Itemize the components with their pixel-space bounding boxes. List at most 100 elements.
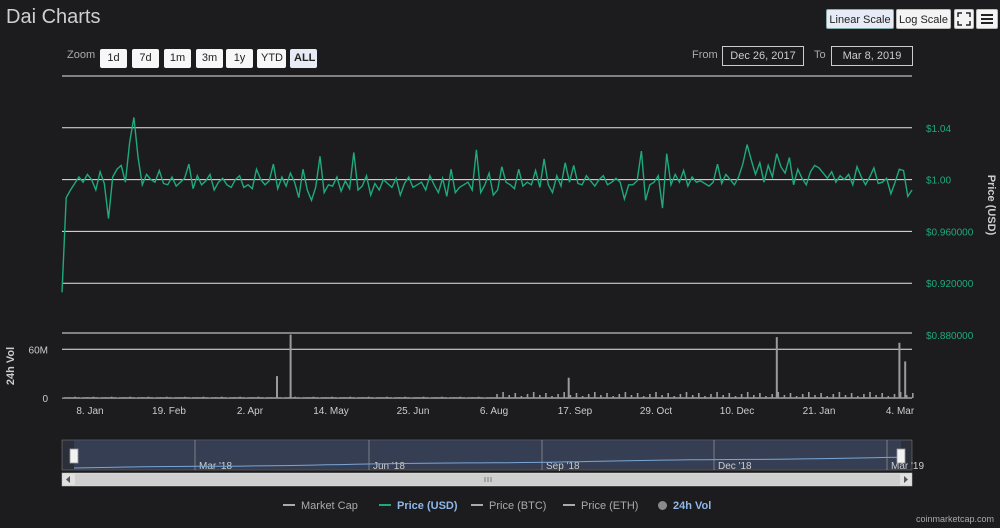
scrollbar-grip-icon	[484, 477, 492, 482]
volume-bar	[716, 392, 718, 398]
volume-bar	[202, 396, 205, 398]
volume-bar	[398, 397, 400, 398]
y-tick-label: $0.960000	[926, 227, 974, 238]
zoom-button-1d[interactable]: 1d	[100, 49, 127, 68]
volume-bar	[722, 395, 724, 398]
volume-bar	[373, 397, 376, 398]
volume-bar	[386, 396, 388, 398]
volume-bar	[575, 393, 578, 398]
volume-bar	[600, 395, 602, 398]
log-scale-button[interactable]: Log Scale	[896, 9, 951, 29]
page-title: Dai Charts	[6, 6, 101, 28]
volume-bar	[881, 393, 883, 398]
volume-bar	[257, 396, 260, 398]
volume-bar	[857, 396, 859, 398]
navigator-label: Dec '18	[718, 461, 752, 472]
volume-bar	[820, 393, 822, 398]
volume-bar	[233, 397, 235, 398]
volume-bar	[563, 392, 565, 398]
volume-bar	[245, 397, 248, 398]
legend-item-price-eth[interactable]: Price (ETH)	[563, 500, 638, 512]
x-tick-label: 25. Jun	[397, 406, 430, 417]
zoom-button-3m[interactable]: 3m	[196, 49, 223, 68]
volume-bar	[618, 394, 621, 398]
zoom-label: Zoom	[67, 49, 96, 61]
volume-bar	[80, 397, 82, 398]
volume-bar	[691, 395, 694, 398]
volume-bar	[826, 396, 828, 398]
legend-dot-icon	[658, 501, 667, 510]
volume-bar	[324, 397, 327, 398]
volume-bar	[251, 397, 254, 398]
volume-bar	[502, 392, 504, 398]
volume-spike-bar	[289, 334, 292, 398]
scrollbar-thumb[interactable]	[75, 474, 900, 485]
zoom-button-1y[interactable]: 1y	[226, 49, 253, 68]
volume-bar	[771, 394, 773, 398]
volume-bar	[899, 392, 902, 398]
navigator-handle-left[interactable]	[69, 448, 79, 464]
volume-bar	[337, 397, 339, 398]
volume-bar	[893, 394, 896, 398]
zoom-button-7d[interactable]: 7d	[132, 49, 159, 68]
menu-icon[interactable]	[976, 9, 998, 29]
volume-bar	[698, 393, 700, 398]
volume-bar	[355, 397, 358, 398]
volume-bar	[765, 396, 767, 398]
legend-item-price-btc[interactable]: Price (BTC)	[471, 500, 546, 512]
volume-bar	[642, 396, 645, 398]
volume-bar	[453, 397, 455, 398]
x-tick-label: 10. Dec	[720, 406, 754, 417]
volume-bar	[783, 395, 786, 398]
linear-scale-button[interactable]: Linear Scale	[826, 9, 894, 29]
volume-bar	[166, 396, 168, 398]
volume-bar	[526, 394, 529, 398]
volume-bar	[221, 396, 223, 398]
volume-bar	[587, 394, 590, 398]
zoom-button-1m[interactable]: 1m	[164, 49, 191, 68]
navigator-handle-right[interactable]	[896, 448, 906, 464]
volume-bar	[147, 396, 150, 398]
volume-bar	[441, 396, 443, 398]
from-date-input[interactable]: Dec 26, 2017	[722, 46, 804, 66]
volume-bar	[551, 396, 553, 398]
scroll-right-arrow-icon[interactable]	[904, 476, 908, 483]
volume-bar	[214, 397, 217, 398]
navigator-selection[interactable]	[74, 440, 901, 470]
volume-bar	[263, 397, 266, 398]
zoom-button-ytd[interactable]: YTD	[257, 49, 286, 68]
to-date-input[interactable]: Mar 8, 2019	[831, 46, 913, 66]
volume-bar	[594, 392, 596, 398]
legend-item-market-cap[interactable]: Market Cap	[283, 500, 358, 512]
volume-bar	[539, 395, 541, 398]
legend-item-price-usd[interactable]: Price (USD)	[379, 500, 458, 512]
volume-bar	[545, 393, 547, 398]
volume-bar	[685, 392, 688, 398]
y-tick-label: $0.880000	[926, 331, 974, 342]
volume-bar	[483, 397, 486, 398]
fullscreen-icon[interactable]	[954, 9, 974, 29]
navigator-label: Jun '18	[373, 461, 405, 472]
volume-bar	[269, 397, 272, 398]
volume-bar	[184, 396, 186, 398]
volume-spike-bar	[904, 361, 907, 398]
volume-bar	[814, 395, 816, 398]
volume-bar	[844, 395, 847, 398]
legend-label: Price (BTC)	[489, 500, 547, 512]
volume-bar	[98, 397, 101, 398]
volume-bar	[422, 396, 425, 398]
volume-bar	[887, 396, 890, 398]
zoom-button-all[interactable]: ALL	[290, 49, 317, 68]
volume-bar	[832, 394, 835, 398]
volume-bar	[159, 397, 162, 398]
volume-bar	[172, 397, 174, 398]
legend-item-24h-vol[interactable]: 24h Vol	[658, 500, 711, 512]
scroll-left-arrow-icon[interactable]	[66, 476, 70, 483]
volume-bar	[655, 392, 657, 398]
legend-line-icon	[563, 504, 575, 506]
volume-bar	[734, 396, 737, 398]
x-tick-label: 19. Feb	[152, 406, 186, 417]
volume-bar	[312, 396, 315, 398]
volume-bar	[520, 396, 523, 398]
